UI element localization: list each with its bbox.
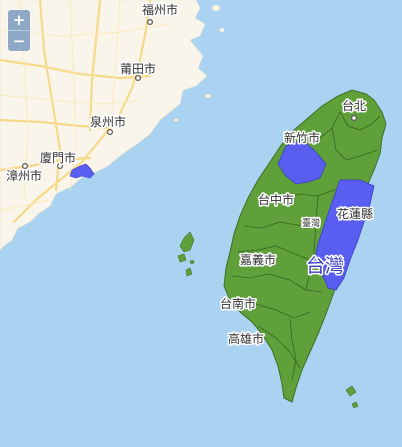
kinmen-island[interactable] (69, 163, 95, 179)
county-borders (231, 111, 381, 381)
putian-marker (135, 74, 142, 81)
coastal-islets (173, 4, 225, 122)
taipei-marker (351, 114, 358, 121)
label-fuzhou: 福州市 (142, 2, 178, 17)
label-hsinchu: 新竹市 (284, 130, 320, 145)
hsinchu-county[interactable] (277, 139, 327, 185)
hualien-county[interactable] (313, 179, 375, 291)
label-chiayi: 嘉義市 (240, 252, 276, 267)
zhangzhou-marker (22, 163, 29, 170)
map-labels: 福州市 莆田市 泉州市 廈門市 漳州市 台北 新竹市 台中市 臺灣 花蓮縣 嘉義… (5, 1, 375, 348)
label-taichung: 台中市 (258, 192, 294, 207)
zoom-control: + − (8, 10, 30, 51)
label-tainan: 台南市 (220, 296, 256, 311)
taiwan-island[interactable] (223, 89, 387, 403)
label-putian: 莆田市 (120, 61, 156, 76)
xiamen-marker (56, 163, 63, 170)
label-taiwan: 台灣 (306, 255, 344, 277)
fuzhou-marker (147, 19, 154, 26)
label-xiamen: 廈門市 (40, 150, 76, 165)
penghu-islands[interactable] (177, 231, 195, 277)
quanzhou-marker (106, 129, 113, 136)
label-zhangzhou: 漳州市 (6, 168, 42, 183)
label-taiwan-region: 臺灣 (302, 217, 320, 229)
label-quanzhou: 泉州市 (90, 114, 126, 129)
label-taipei: 台北 (342, 98, 366, 113)
zoom-in-button[interactable]: + (12, 11, 26, 29)
east-islets[interactable] (345, 385, 359, 409)
label-kaohsiung: 高雄市 (228, 331, 264, 346)
zoom-out-button[interactable]: − (8, 30, 30, 51)
city-markers (22, 19, 358, 170)
label-hualien: 花蓮縣 (337, 206, 373, 221)
